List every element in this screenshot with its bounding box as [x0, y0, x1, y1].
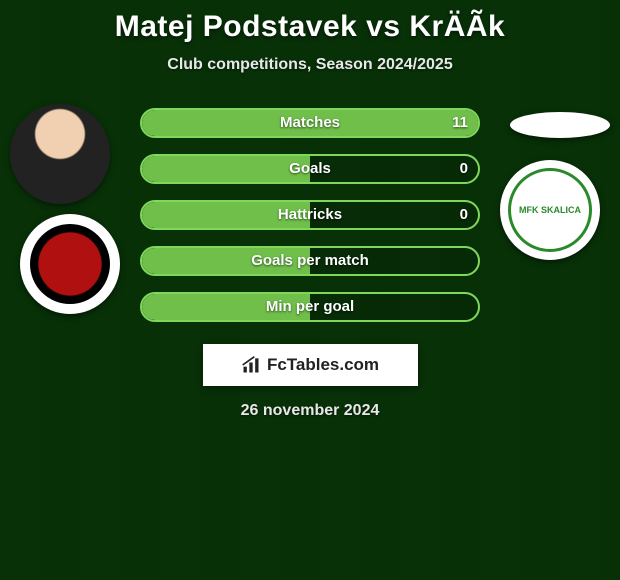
stat-bar-matches: Matches11 — [140, 108, 480, 138]
stat-bar-value: 0 — [460, 156, 468, 182]
player-left-avatar — [10, 104, 110, 204]
stat-bar-value: 0 — [460, 202, 468, 228]
subtitle: Club competitions, Season 2024/2025 — [0, 56, 620, 74]
stat-bar-goals: Goals0 — [140, 154, 480, 184]
stat-bar-label: Matches — [142, 110, 478, 136]
club-right-logo: MFK SKALICA — [500, 160, 600, 260]
stat-bar-min-per-goal: Min per goal — [140, 292, 480, 322]
chart-icon — [241, 355, 261, 375]
stat-bars: Matches11Goals0Hattricks0Goals per match… — [140, 108, 480, 338]
club-right-text: MFK SKALICA — [508, 168, 592, 252]
club-left-logo — [20, 214, 120, 314]
stat-bar-hattricks: Hattricks0 — [140, 200, 480, 230]
stat-bar-label: Min per goal — [142, 294, 478, 320]
brand-badge[interactable]: FcTables.com — [203, 344, 418, 386]
page-title: Matej Podstavek vs KrÄÃ­k — [0, 0, 620, 44]
stat-bar-label: Goals per match — [142, 248, 478, 274]
comparison-area: MFK SKALICA Matches11Goals0Hattricks0Goa… — [0, 104, 620, 334]
stat-bar-label: Hattricks — [142, 202, 478, 228]
stat-bar-goals-per-match: Goals per match — [140, 246, 480, 276]
stat-bar-label: Goals — [142, 156, 478, 182]
stat-bar-value: 11 — [452, 110, 468, 136]
player-right-placeholder — [510, 112, 610, 138]
date-text: 26 november 2024 — [0, 402, 620, 420]
brand-text: FcTables.com — [267, 355, 379, 375]
